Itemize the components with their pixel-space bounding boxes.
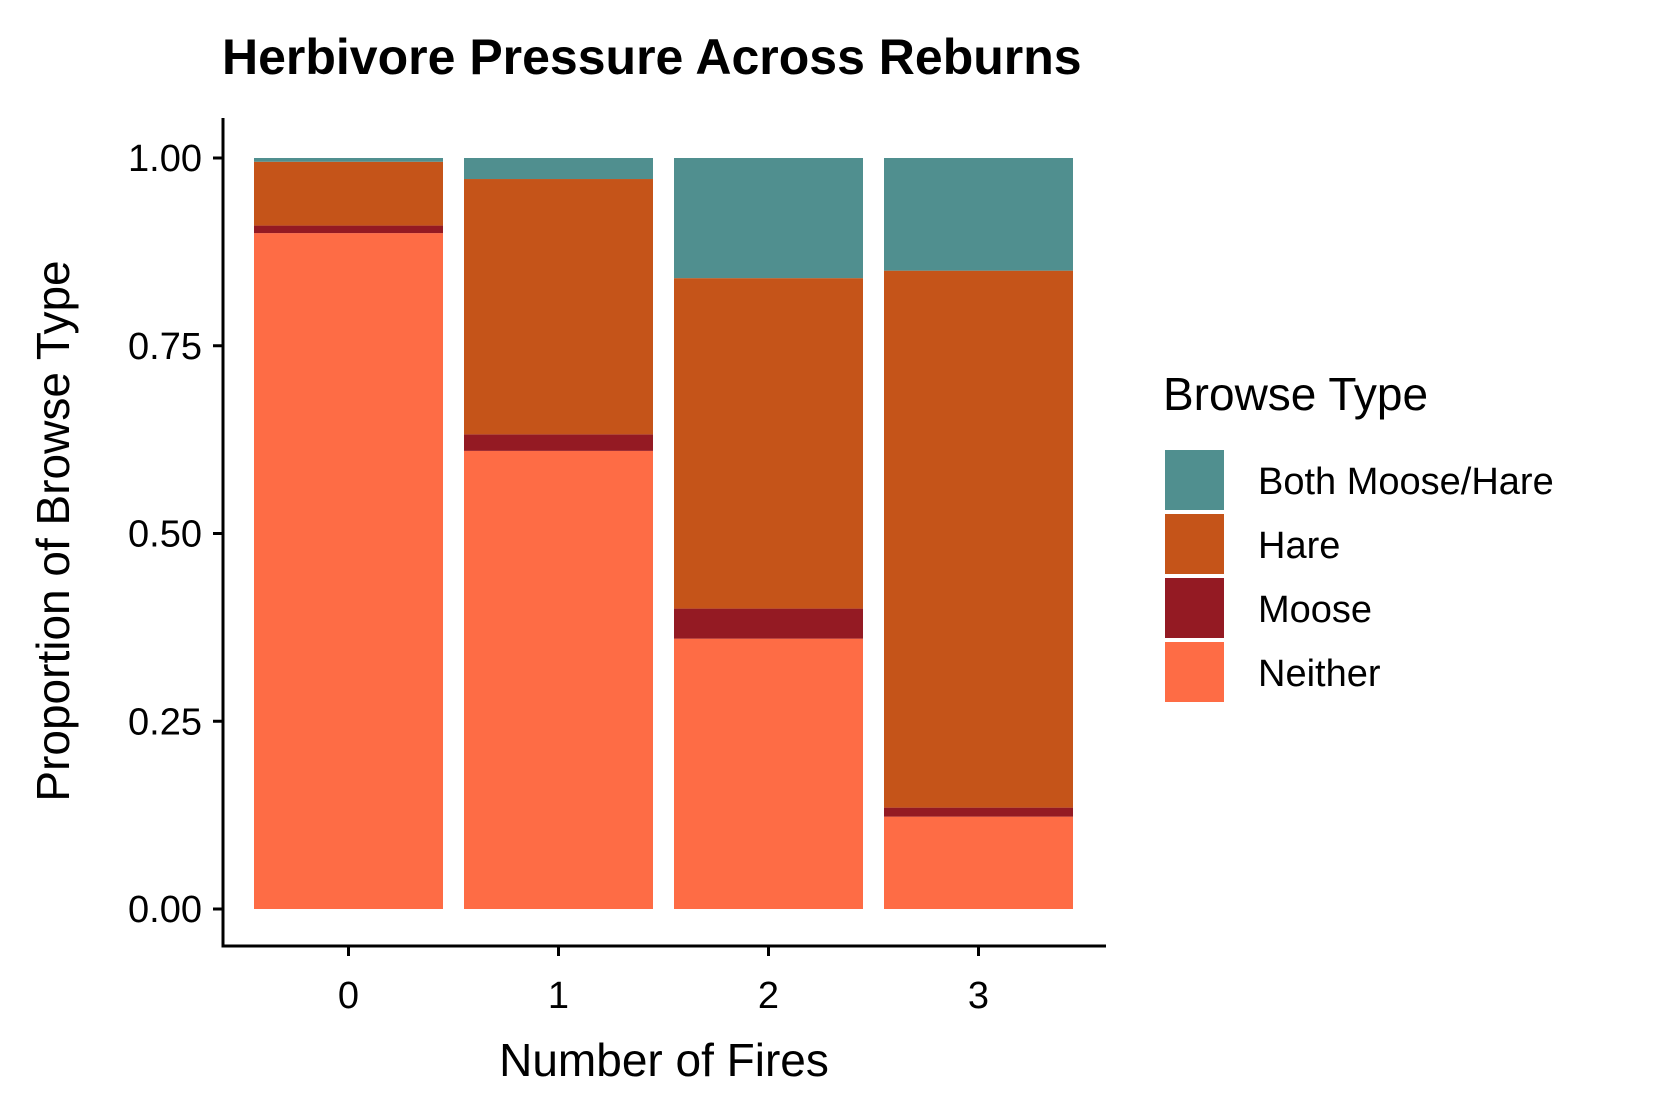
bar-segment-moose-0 <box>254 225 443 234</box>
bar-segment-neither-0 <box>254 233 443 910</box>
y-tick-label: 1.00 <box>128 138 202 180</box>
bar-segment-moose-1 <box>464 434 653 451</box>
chart-title: Herbivore Pressure Across Reburns <box>222 29 1082 85</box>
legend-title: Browse Type <box>1163 368 1428 420</box>
legend-key-moose <box>1165 578 1224 638</box>
y-tick-label: 0.50 <box>128 514 202 556</box>
bar-segment-both-moose-hare-2 <box>674 158 863 279</box>
bar-segment-neither-3 <box>884 816 1073 909</box>
x-axis-ticks: 0 1 2 3 <box>338 946 989 1017</box>
y-axis-title: Proportion of Browse Type <box>27 260 79 801</box>
bar-segment-both-moose-hare-0 <box>254 158 443 162</box>
y-tick-label: 0.25 <box>128 701 202 743</box>
plot-area <box>254 158 1073 910</box>
bar-segment-both-moose-hare-3 <box>884 158 1073 271</box>
legend-key-both-moose-hare <box>1165 450 1224 510</box>
legend: Browse Type Both Moose/Hare Hare Moose Neit… <box>1163 368 1554 702</box>
bar-segment-neither-2 <box>674 638 863 909</box>
y-axis-ticks: 0.00 0.25 0.50 0.75 1.00 <box>128 138 223 931</box>
x-tick-label: 3 <box>968 975 989 1017</box>
legend-label: Moose <box>1258 589 1372 631</box>
legend-key-hare <box>1165 514 1224 574</box>
bar-segment-both-moose-hare-1 <box>464 158 653 180</box>
y-tick-label: 0.00 <box>128 889 202 931</box>
x-tick-label: 1 <box>548 975 569 1017</box>
legend-key-neither <box>1165 642 1224 702</box>
x-tick-label: 0 <box>338 975 359 1017</box>
bar-segment-moose-3 <box>884 807 1073 817</box>
x-tick-label: 2 <box>758 975 779 1017</box>
y-tick-label: 0.75 <box>128 326 202 368</box>
bar-segment-hare-0 <box>254 161 443 226</box>
legend-label: Hare <box>1258 525 1340 567</box>
bar-segment-hare-1 <box>464 179 653 435</box>
bar-segment-hare-3 <box>884 270 1073 808</box>
bar-segment-neither-1 <box>464 450 653 909</box>
bar-segment-hare-2 <box>674 278 863 609</box>
legend-label: Neither <box>1258 653 1381 695</box>
legend-label: Both Moose/Hare <box>1258 461 1554 503</box>
x-axis-title: Number of Fires <box>499 1034 829 1086</box>
legend-items: Both Moose/Hare Hare Moose Neither <box>1165 450 1554 702</box>
bar-segment-moose-2 <box>674 608 863 639</box>
